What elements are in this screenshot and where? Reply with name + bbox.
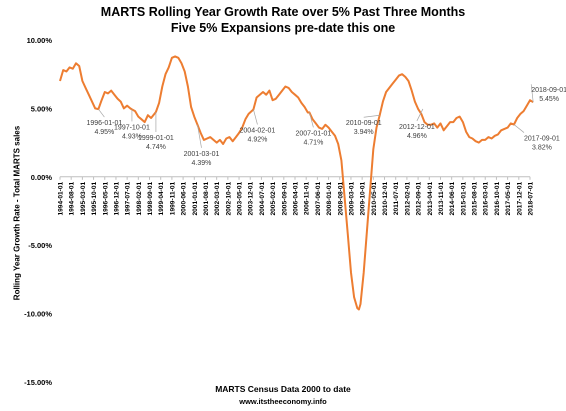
x-tick-label: 2011-07-01 xyxy=(393,181,400,215)
x-axis: 1994-01-01 1994-08-01 1995-03-01 1995-10-01… xyxy=(58,176,535,216)
x-tick-label: 1995-03-01 xyxy=(80,181,87,215)
x-tick-label: 2009-10-01 xyxy=(360,181,367,215)
x-tick-label: 1998-02-01 xyxy=(136,181,143,215)
annotation-date: 2010-09-01 xyxy=(346,120,382,127)
x-tick-label: 2009-03-01 xyxy=(348,181,355,215)
annotation-value: 3.94% xyxy=(354,129,374,136)
x-tick-label: 2001-08-01 xyxy=(203,181,210,215)
annotation-value: 4.92% xyxy=(248,136,268,143)
x-tick-label: 2016-03-01 xyxy=(483,181,490,215)
x-tick-label: 1996-12-01 xyxy=(113,181,120,215)
x-tick-label: 2010-12-01 xyxy=(382,181,389,215)
annotation-leader xyxy=(309,112,314,128)
source-url: www.itstheeconomy.info xyxy=(239,397,327,406)
y-tick-label: 5.00% xyxy=(31,104,53,113)
annotation-value: 3.82% xyxy=(532,145,552,152)
x-tick-label: 1998-09-01 xyxy=(147,181,154,215)
annotation-value: 4.71% xyxy=(303,139,323,146)
annotation-value: 4.74% xyxy=(146,144,166,151)
series-line xyxy=(59,55,534,311)
annotation-date: 1997-10-01 xyxy=(114,124,150,131)
x-tick-label: 2012-09-01 xyxy=(416,181,423,215)
x-tick-label: 2008-01-01 xyxy=(326,181,333,215)
x-tick-label: 2005-02-01 xyxy=(270,181,277,215)
x-tick-label: 2005-09-01 xyxy=(281,181,288,215)
x-tick-label: 2006-11-01 xyxy=(304,181,311,215)
x-tick-label: 2006-04-01 xyxy=(293,181,300,215)
chart-title: MARTS Rolling Year Growth Rate over 5% P… xyxy=(100,5,466,19)
x-tick-label: 2017-12-01 xyxy=(516,181,523,215)
x-tick-label: 2016-10-01 xyxy=(494,181,501,215)
annotation-date: 2018-09-01 xyxy=(531,87,566,94)
y-tick-label: 0.00% xyxy=(31,173,53,182)
annotation-date: 2007-01-01 xyxy=(295,130,331,137)
y-tick-label: -5.00% xyxy=(28,241,52,250)
annotation-date: 1999-01-01 xyxy=(138,135,174,142)
x-tick-label: 2002-03-01 xyxy=(214,181,221,215)
annotation-value: 4.96% xyxy=(407,133,427,140)
x-tick-label: 2007-06-01 xyxy=(315,181,322,215)
x-tick-label: 2015-08-01 xyxy=(472,181,479,215)
x-tick-label: 1996-05-01 xyxy=(102,181,109,215)
annotation-leader xyxy=(363,114,380,118)
y-axis-ticks: 10.00% 5.00% 0.00% -5.00% -10.00% -15.00% xyxy=(24,36,52,387)
x-tick-label: 1995-10-01 xyxy=(91,181,98,215)
annotation-value: 4.93% xyxy=(122,133,142,140)
x-tick-label: 1994-01-01 xyxy=(58,181,65,215)
annotation-leader xyxy=(530,84,534,103)
x-tick-label: 2010-05-01 xyxy=(371,181,378,215)
x-tick-label: 2013-04-01 xyxy=(427,181,434,215)
x-tick-label: 2017-05-01 xyxy=(505,181,512,215)
x-tick-label: 1994-08-01 xyxy=(69,181,76,215)
annotation-value: 4.95% xyxy=(94,129,114,136)
x-tick-label: 1997-07-01 xyxy=(125,181,132,215)
x-tick-label: 2018-07-01 xyxy=(528,181,535,215)
x-tick-label: 2008-08-01 xyxy=(337,181,344,215)
x-tick-label: 2013-11-01 xyxy=(438,181,445,215)
annotation-date: 2017-09-01 xyxy=(524,136,560,143)
y-tick-label: -15.00% xyxy=(24,378,52,387)
x-tick-label: 2014-06-01 xyxy=(449,181,456,215)
y-tick-label: 10.00% xyxy=(27,36,53,45)
x-tick-label: 2004-07-01 xyxy=(259,181,266,215)
annotation-date: 2004-02-01 xyxy=(240,127,276,134)
annotation-value: 5.45% xyxy=(539,96,559,103)
y-tick-label: -10.00% xyxy=(24,310,52,319)
x-tick-label: 2015-01-01 xyxy=(460,181,467,215)
x-tick-label: 1999-04-01 xyxy=(158,181,165,215)
x-tick-label: 2000-06-01 xyxy=(181,181,188,215)
annotation-leader xyxy=(513,124,525,133)
x-tick-label: 1999-11-01 xyxy=(169,181,176,215)
x-tick-label: 2002-10-01 xyxy=(225,181,232,215)
annotation-leader xyxy=(197,124,202,148)
chart-subtitle: Five 5% Expansions pre-date this one xyxy=(170,21,396,35)
annotation-date: 1996-01-01 xyxy=(86,120,122,127)
annotation-value: 4.39% xyxy=(192,160,212,167)
annotation-date: 2001-03-01 xyxy=(184,151,220,158)
x-tick-label: 2001-01-01 xyxy=(192,181,199,215)
series-layer xyxy=(59,55,534,311)
annotation-leader xyxy=(253,109,258,125)
annotation-leader xyxy=(98,108,105,118)
x-tick-label: 2003-12-01 xyxy=(248,181,255,215)
x-axis-title: MARTS Census Data 2000 to date xyxy=(215,384,351,394)
annotation-leader xyxy=(416,108,424,122)
x-tick-label: 2003-05-01 xyxy=(237,181,244,215)
x-tick-label: 2012-02-01 xyxy=(404,181,411,215)
annotation-date: 2012-12-01 xyxy=(399,124,435,131)
annotation-layer: 1996-01-01 4.95%1997-10-01 4.93%1999-01-01… xyxy=(86,84,566,167)
